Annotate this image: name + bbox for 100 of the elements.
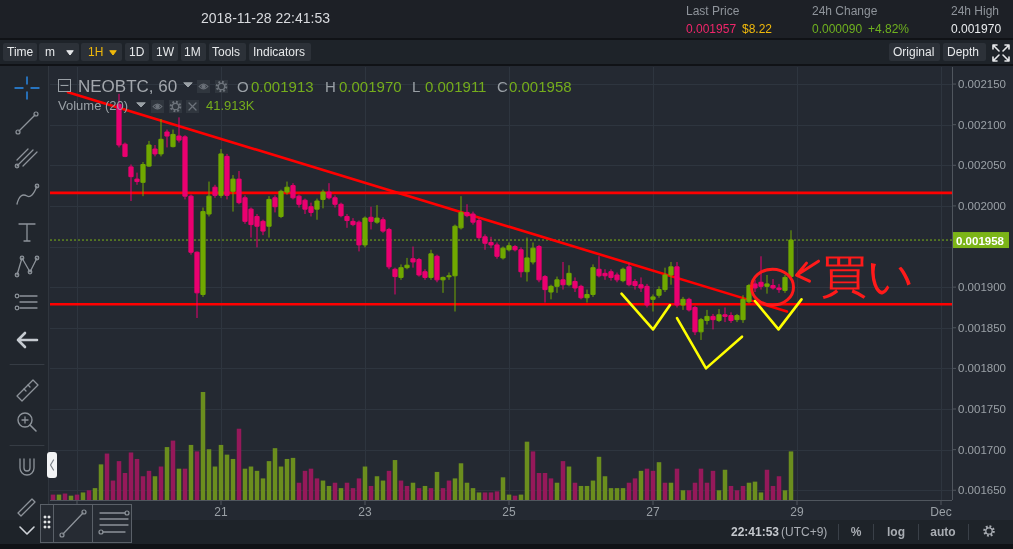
bar [482,492,488,500]
candlestick [788,229,794,279]
bar [494,491,500,500]
bar [758,492,764,500]
text: Depth [947,45,980,59]
candlestick [434,254,440,283]
candlestick [152,144,158,157]
x-tick-label: 23 [358,505,372,519]
candlestick [374,204,380,225]
x-tick-label: 25 [502,505,516,519]
text: 0.001970 [951,22,1002,36]
bar [686,490,692,500]
bar [374,476,380,500]
bar [80,492,86,500]
bar [314,478,320,500]
bar [716,490,722,500]
text: 1M [184,45,201,59]
bar [428,488,434,500]
y-tick-label: 0.001650 [958,484,1006,497]
candlestick [764,274,770,295]
candlestick [218,148,224,199]
bar [602,476,608,500]
candlestick [680,296,686,311]
text: 0.001957 [686,22,737,36]
candlestick [782,274,788,294]
candlestick [170,129,176,148]
candlestick [314,198,320,221]
bar [776,476,782,500]
candlestick [212,184,218,199]
annotation: 41.913K [206,98,255,113]
bar [680,490,686,500]
text: 1W [156,45,175,59]
bar [632,478,638,500]
text: Indicators [253,45,306,59]
candlestick [230,174,236,213]
text: m [45,45,55,59]
text: (UTC+9) [781,525,828,539]
bar [86,490,92,500]
y-tick-label: 0.002050 [958,159,1006,172]
y-tick-label: 0.001800 [958,362,1006,375]
candlestick [272,194,278,213]
annotation: 0.001913 [251,78,314,95]
text: auto [930,525,956,539]
bar [734,490,740,500]
candlestick [440,276,446,294]
y-tick-label: 0.001850 [958,321,1006,334]
candlestick [320,189,326,209]
text: 0.000090 [812,22,863,36]
candlestick [224,153,230,200]
text: 2018-11-28 22:41:53 [201,10,331,26]
bar [350,488,356,500]
annotation: H [325,78,336,95]
annotation: 0.001958 [509,78,572,95]
text: +4.82% [868,22,910,36]
bar [608,488,614,500]
text: log [887,525,905,539]
bar [440,488,446,500]
text: NEOBTC, 60 [78,77,178,96]
bar [416,488,422,500]
candlestick [266,195,272,239]
text: 1D [129,45,145,59]
annotation: C [497,78,508,95]
bar [356,478,362,500]
text: Time [7,45,34,59]
text: 1H [88,45,104,59]
candlestick [158,118,164,157]
candlestick [428,249,434,281]
annotation: O [237,78,249,95]
candlestick [710,313,716,330]
annotation: 0.001970 [339,78,402,95]
y-tick-label: 0.002100 [958,118,1006,131]
x-tick-label: 21 [214,505,228,519]
bar [548,478,554,500]
bar [128,452,134,500]
bar [98,464,104,500]
text: 24h Change [812,4,878,18]
candlestick [368,206,374,230]
candlestick [392,267,398,295]
y-tick-label: 0.002150 [958,78,1006,91]
bar [614,488,620,500]
candlestick [620,267,626,283]
annotation: L [412,78,421,95]
bar [92,488,98,500]
bar [260,478,266,500]
text: 24h High [951,4,1000,18]
x-tick-label: 29 [790,505,804,519]
bar [782,490,788,500]
text: Tools [212,45,241,59]
bar [152,476,158,500]
text: Original [893,45,935,59]
y-tick-label: 0.001750 [958,403,1006,416]
candlestick [650,293,656,313]
y-tick-label: 0.001900 [958,281,1006,294]
candlestick [560,261,566,291]
bar [476,492,482,500]
bar [488,492,494,500]
candlestick [674,261,680,308]
bar [140,476,146,500]
text: % [850,525,862,539]
annotation: 0.001911 [425,78,487,95]
